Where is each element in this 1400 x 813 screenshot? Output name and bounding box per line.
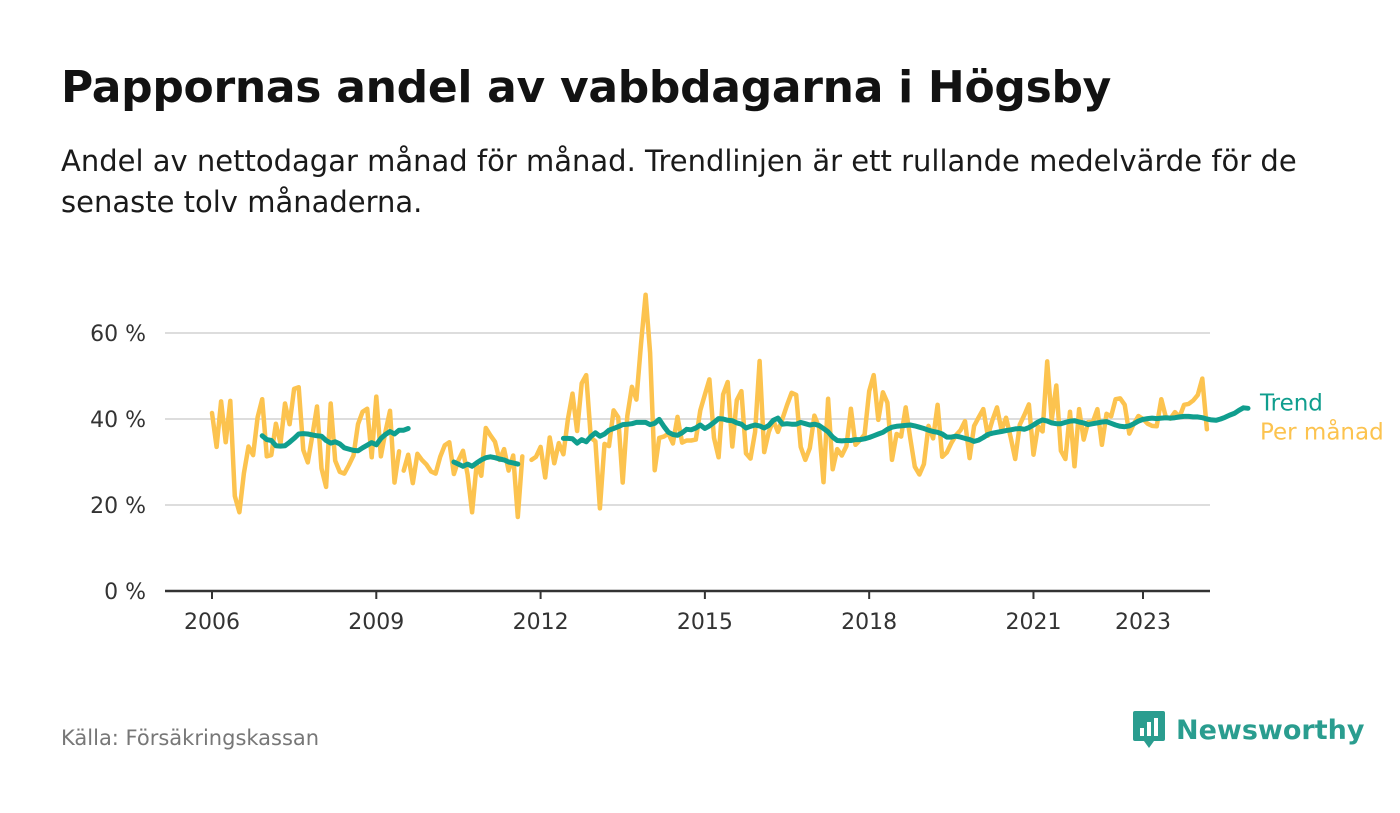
- x-axis-ticks: 2006 2009 2012 2015 2018 2021 2023: [184, 591, 1171, 635]
- x-tick-label: 2015: [677, 610, 733, 635]
- x-tick-label: 2023: [1115, 610, 1171, 635]
- y-tick-label: 20 %: [90, 494, 146, 519]
- newsworthy-logo: Newsworthy: [1132, 710, 1364, 750]
- x-tick-label: 2009: [348, 610, 404, 635]
- x-tick-label: 2021: [1005, 610, 1061, 635]
- gridlines: [165, 332, 1210, 506]
- trend-line-segment: [560, 405, 1251, 446]
- monthly-line-segment: [209, 384, 402, 515]
- series-lines: [209, 292, 1251, 520]
- y-axis-ticks: 0 % 20 % 40 % 60 %: [90, 322, 146, 605]
- trend-series-label: Trend: [1259, 390, 1323, 416]
- trend-series: [259, 405, 1251, 469]
- monthly-series-label: Per månad: [1260, 417, 1384, 445]
- x-tick-label: 2012: [513, 610, 569, 635]
- source-note: Källa: Försäkringskassan: [61, 726, 320, 750]
- trend-line-segment: [451, 454, 521, 469]
- brand-name: Newsworthy: [1176, 714, 1365, 746]
- y-tick-label: 40 %: [90, 408, 146, 433]
- chart-title: Pappornas andel av vabbdagarna i Högsby: [61, 62, 1112, 113]
- bar-chart-speech-bubble-icon: [1133, 711, 1165, 748]
- trend-line-segment: [259, 426, 411, 454]
- y-tick-label: 60 %: [90, 322, 146, 347]
- x-tick-label: 2006: [184, 610, 240, 635]
- monthly-line-segment: [401, 425, 525, 520]
- y-tick-label: 0 %: [104, 580, 146, 605]
- chart-subtitle: Andel av nettodagar månad för månad. Tre…: [61, 144, 1297, 219]
- x-tick-label: 2018: [841, 610, 897, 635]
- monthly-line-segment: [529, 292, 1210, 511]
- monthly-series: [209, 292, 1210, 520]
